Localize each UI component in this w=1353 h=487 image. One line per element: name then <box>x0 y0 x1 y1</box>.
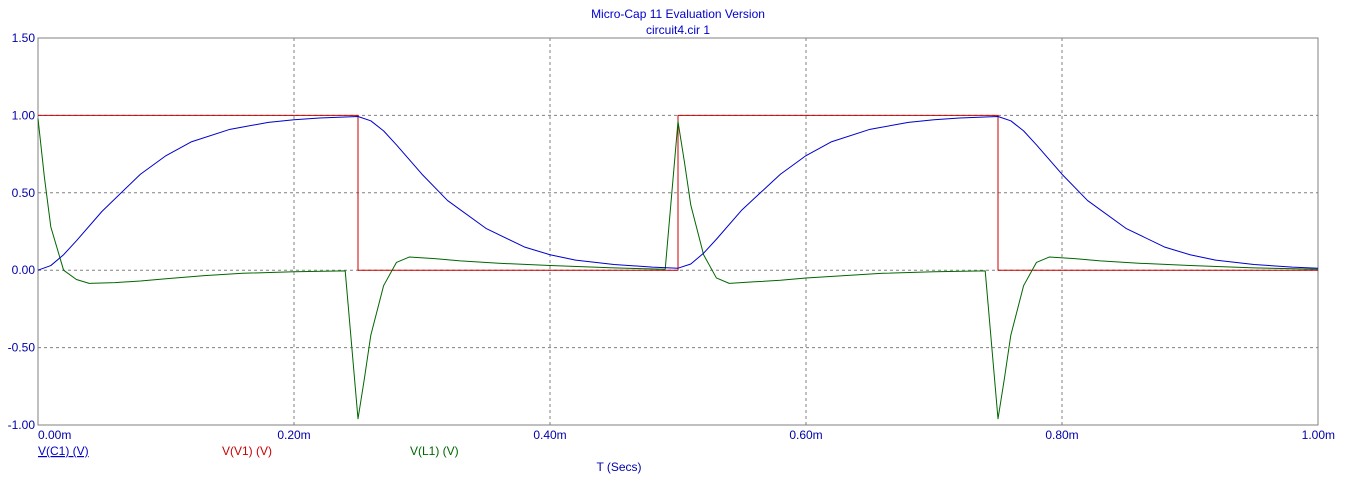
y-tick-label: 0.00 <box>12 263 36 277</box>
x-tick-labels: 0.00m 0.20m 0.40m 0.60m 0.80m 1.00m <box>38 428 1335 442</box>
legend: V(C1) (V) V(V1) (V) V(L1) (V) <box>38 444 459 458</box>
x-axis-label: T (Secs) <box>596 460 641 474</box>
legend-entry-vc1[interactable]: V(C1) (V) <box>38 444 89 458</box>
chart-subtitle: circuit4.cir 1 <box>646 23 710 37</box>
x-tick-label: 0.20m <box>277 428 310 442</box>
y-tick-label: -0.50 <box>8 341 36 355</box>
x-tick-label: 0.40m <box>533 428 566 442</box>
x-tick-label: 0.60m <box>789 428 822 442</box>
x-tick-label: 0.00m <box>38 428 71 442</box>
legend-entry-vl1[interactable]: V(L1) (V) <box>410 444 459 458</box>
y-tick-label: 1.00 <box>12 108 36 122</box>
plot-frame <box>37 37 1319 426</box>
series-line-vl1 <box>37 118 1319 420</box>
x-tick-label: 0.80m <box>1045 428 1078 442</box>
y-tick-label: 0.50 <box>12 186 36 200</box>
y-tick-labels: 1.50 1.00 0.50 0.00 -0.50 -1.00 <box>8 31 36 432</box>
series-line-vc1 <box>37 115 1319 271</box>
legend-entry-vv1[interactable]: V(V1) (V) <box>222 444 272 458</box>
grid-lines <box>38 38 1318 425</box>
y-tick-label: -1.00 <box>8 418 36 432</box>
x-tick-label: 1.00m <box>1302 428 1335 442</box>
series-line-vv1 <box>38 114 1318 271</box>
series-layer <box>37 114 1319 420</box>
y-tick-label: 1.50 <box>12 31 36 45</box>
chart-title: Micro-Cap 11 Evaluation Version <box>591 7 765 21</box>
